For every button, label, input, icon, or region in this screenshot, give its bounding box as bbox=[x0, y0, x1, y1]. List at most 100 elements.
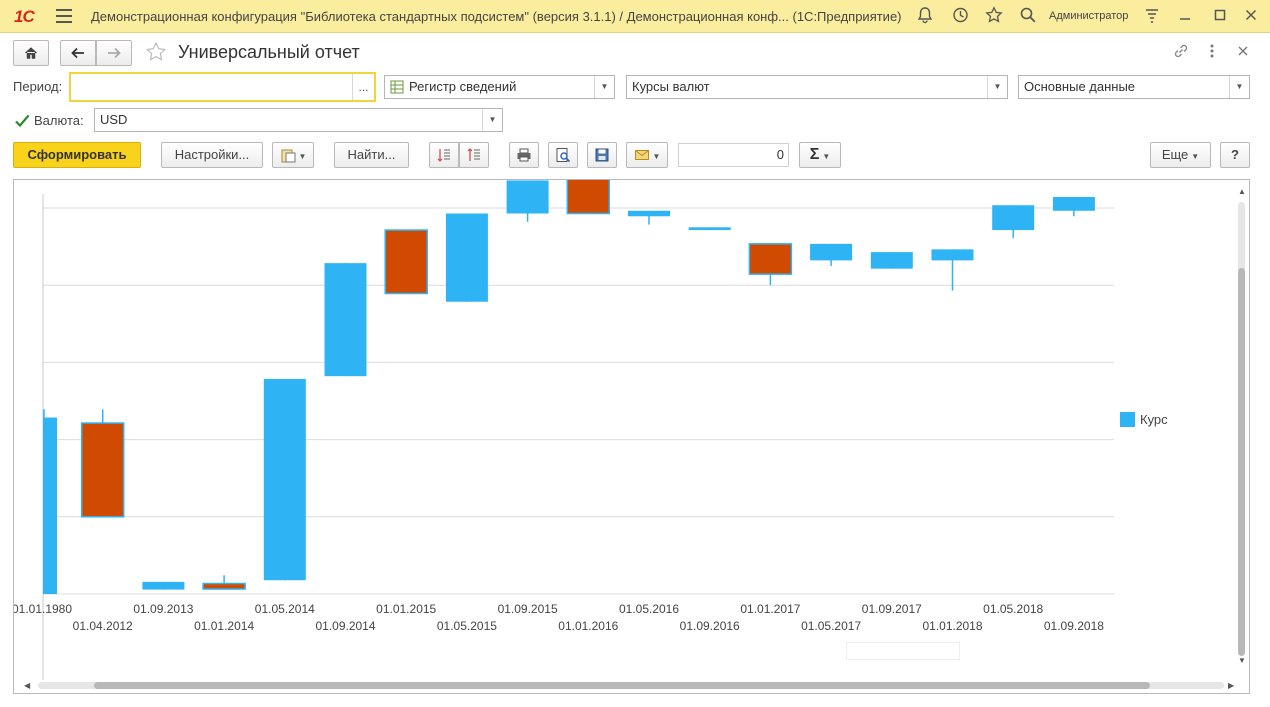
close-window-icon[interactable] bbox=[1240, 6, 1262, 28]
source-name-value: Курсы валют bbox=[632, 79, 710, 94]
chart-x-labels: 01.01.198001.04.201201.09.201301.01.2014… bbox=[14, 602, 1104, 633]
main-menu-icon[interactable] bbox=[56, 9, 72, 23]
scroll-right-icon[interactable]: ▶ bbox=[1228, 681, 1235, 690]
legend-label: Курс bbox=[1140, 412, 1168, 427]
candle-rise bbox=[688, 227, 731, 231]
maximize-icon[interactable] bbox=[1209, 6, 1231, 28]
sort-descending-button[interactable] bbox=[459, 142, 489, 168]
source-name-select[interactable]: Курсы валют ▼ bbox=[626, 75, 1008, 99]
candle-rise bbox=[43, 417, 57, 594]
favorites-star-icon[interactable] bbox=[983, 6, 1005, 28]
x-tick-label: 01.09.2018 bbox=[1044, 619, 1104, 633]
settings-button[interactable]: Настройки... bbox=[161, 142, 263, 168]
register-table-icon bbox=[390, 80, 404, 94]
save-disk-icon bbox=[595, 148, 609, 162]
arrow-left-icon bbox=[71, 47, 84, 59]
report-form: Универсальный отчет Период: ... Регистр … bbox=[0, 33, 1270, 707]
generate-button[interactable]: Сформировать bbox=[13, 142, 141, 168]
x-tick-label: 01.05.2014 bbox=[255, 602, 315, 616]
settings-menu-icon[interactable] bbox=[1141, 6, 1163, 28]
candle-fall bbox=[384, 229, 428, 295]
sigma-icon: Σ bbox=[809, 146, 820, 163]
more-button[interactable]: Еще ▼ bbox=[1150, 142, 1211, 168]
x-tick-label: 01.09.2016 bbox=[680, 619, 740, 633]
close-icon[interactable] bbox=[1235, 42, 1251, 63]
printer-icon bbox=[517, 148, 531, 162]
x-tick-label: 01.09.2013 bbox=[133, 602, 193, 616]
x-tick-label: 01.01.2017 bbox=[740, 602, 800, 616]
page-title: Универсальный отчет bbox=[178, 42, 360, 62]
chevron-down-icon: ▼ bbox=[1191, 152, 1200, 161]
sort-descending-icon bbox=[467, 148, 480, 161]
source-type-value: Регистр сведений bbox=[409, 79, 517, 94]
help-button[interactable]: ? bbox=[1220, 142, 1250, 168]
currency-checkbox[interactable] bbox=[14, 113, 30, 132]
clipboard-icon bbox=[281, 149, 296, 163]
period-label: Период: bbox=[13, 79, 63, 94]
x-tick-label: 01.05.2016 bbox=[619, 602, 679, 616]
chevron-down-icon[interactable]: ▼ bbox=[482, 109, 502, 131]
period-field[interactable]: ... bbox=[69, 72, 376, 102]
search-icon[interactable] bbox=[1017, 6, 1039, 28]
legend-swatch bbox=[1120, 412, 1135, 427]
find-button[interactable]: Найти... bbox=[334, 142, 409, 168]
x-tick-label: 01.04.2012 bbox=[73, 619, 133, 633]
candle-fall bbox=[566, 180, 611, 215]
chevron-down-icon[interactable]: ▼ bbox=[987, 76, 1007, 98]
minimize-icon[interactable] bbox=[1174, 6, 1196, 28]
candle-fall bbox=[748, 243, 793, 275]
more-vertical-icon[interactable] bbox=[1205, 42, 1219, 63]
chevron-down-icon: ▼ bbox=[652, 152, 661, 161]
x-tick-label: 01.01.2014 bbox=[194, 619, 254, 633]
data-set-select[interactable]: Основные данные ▼ bbox=[1018, 75, 1250, 99]
candle-fall bbox=[202, 582, 246, 590]
candle-rise bbox=[810, 243, 853, 261]
x-tick-label: 01.09.2014 bbox=[315, 619, 375, 633]
horizontal-scroll-thumb[interactable] bbox=[94, 682, 1150, 689]
source-type-select[interactable]: Регистр сведений ▼ bbox=[384, 75, 615, 99]
vertical-scroll-thumb[interactable] bbox=[1238, 268, 1245, 656]
user-name[interactable]: Администратор bbox=[1049, 10, 1129, 22]
candle-rise bbox=[263, 378, 306, 581]
send-email-button[interactable]: ▼ bbox=[626, 142, 668, 168]
chevron-down-icon: ▼ bbox=[298, 152, 307, 161]
chevron-down-icon[interactable]: ▼ bbox=[594, 76, 614, 98]
sum-field[interactable]: 0 bbox=[678, 143, 789, 167]
title-bar: 1С Демонстрационная конфигурация "Библио… bbox=[0, 0, 1270, 33]
candle-fall bbox=[80, 422, 125, 518]
x-tick-label: 01.05.2018 bbox=[983, 602, 1043, 616]
variants-button[interactable]: ▼ bbox=[272, 142, 314, 168]
x-tick-label: 01.05.2015 bbox=[437, 619, 497, 633]
candle-rise bbox=[1052, 196, 1095, 211]
preview-button[interactable] bbox=[548, 142, 578, 168]
forward-button[interactable] bbox=[96, 40, 132, 66]
home-button[interactable] bbox=[13, 40, 49, 66]
app-logo: 1С bbox=[14, 7, 35, 26]
vertical-scrollbar[interactable]: ▲ ▼ bbox=[1237, 187, 1246, 668]
home-icon bbox=[24, 47, 38, 59]
x-tick-label: 01.01.2015 bbox=[376, 602, 436, 616]
add-to-favorites-star-icon[interactable] bbox=[145, 41, 167, 66]
history-icon[interactable] bbox=[949, 6, 971, 28]
scroll-left-icon[interactable]: ◀ bbox=[24, 681, 31, 690]
scroll-up-icon[interactable]: ▲ bbox=[1238, 187, 1246, 196]
sum-mode-button[interactable]: Σ ▼ bbox=[799, 142, 841, 168]
more-button-label: Еще bbox=[1161, 147, 1189, 162]
x-tick-label: 01.01.1980 bbox=[14, 602, 72, 616]
horizontal-scrollbar[interactable]: ◀ ▶ bbox=[24, 681, 1234, 690]
print-button[interactable] bbox=[509, 142, 539, 168]
back-button[interactable] bbox=[60, 40, 96, 66]
arrow-right-icon bbox=[108, 47, 121, 59]
save-button[interactable] bbox=[587, 142, 617, 168]
link-icon[interactable] bbox=[1172, 42, 1190, 63]
scroll-down-icon[interactable]: ▼ bbox=[1238, 656, 1246, 665]
report-chart-area[interactable]: 01.01.1980 01.04.2012 01.09.2013 01.01.2014… bbox=[13, 179, 1250, 694]
x-tick-label: 01.01.2016 bbox=[558, 619, 618, 633]
period-select-button[interactable]: ... bbox=[352, 74, 374, 100]
chevron-down-icon[interactable]: ▼ bbox=[1229, 76, 1249, 98]
currency-field[interactable]: USD ▼ bbox=[94, 108, 503, 132]
bell-icon[interactable] bbox=[914, 6, 936, 28]
chart-placeholder-box bbox=[846, 642, 960, 660]
sort-ascending-button[interactable] bbox=[429, 142, 459, 168]
candle-rise bbox=[142, 581, 185, 590]
